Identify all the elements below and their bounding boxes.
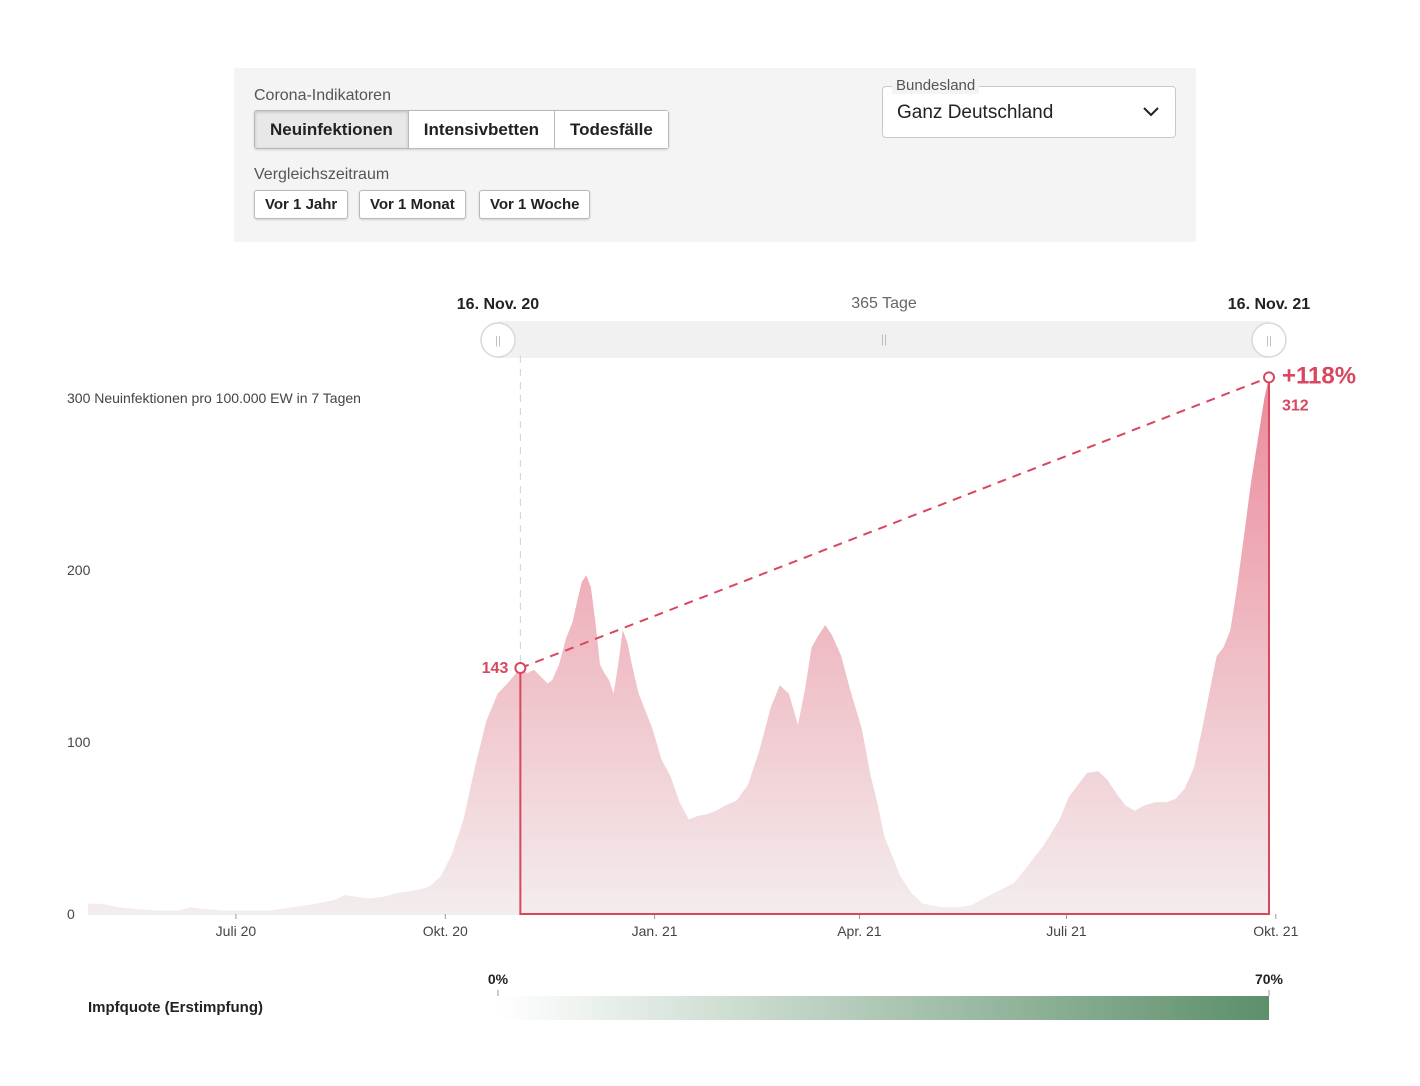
y-axis-title: 300 Neuinfektionen pro 100.000 EW in 7 T… [67,390,361,406]
svg-text:||: || [495,335,501,347]
period-button-1-year[interactable]: Vor 1 Jahr [254,190,349,219]
indicator-button-todesfaelle[interactable]: Todesfälle [555,111,668,148]
x-tick-label: Okt. 21 [1253,923,1298,939]
range-end-handle[interactable]: || [1251,322,1287,358]
indicator-toggle-group: Neuinfektionen Intensivbetten Todesfälle [254,110,669,149]
end-marker [1263,371,1275,384]
end-value-label: 312 [1282,397,1309,414]
range-duration-label: 365 Tage [851,295,917,312]
x-tick-label: Apr. 21 [837,923,882,939]
control-panel: Corona-Indikatoren Neuinfektionen Intens… [234,68,1196,242]
period-button-1-month[interactable]: Vor 1 Monat [359,190,466,219]
change-trend-line [519,376,1270,669]
vacc-end-label: 70% [1255,971,1284,987]
selected-range-outline [519,377,1270,915]
x-tick-label: Okt. 20 [423,923,468,939]
indicators-label: Corona-Indikatoren [254,87,391,104]
range-drag-grip[interactable]: || [881,332,887,346]
indicator-button-neuinfektionen[interactable]: Neuinfektionen [255,111,409,148]
y-axis: 0 100 200 [67,562,91,922]
x-tick-label: Juli 21 [1046,923,1087,939]
range-start-label: 16. Nov. 20 [457,296,540,313]
start-marker [514,662,527,675]
start-value-label: 143 [482,660,509,677]
vaccination-gradient-bar [498,996,1269,1020]
change-percent-label: +118% [1282,362,1356,389]
y-tick-label: 200 [67,562,91,578]
vacc-start-label: 0% [488,971,509,987]
indicator-button-intensivbetten[interactable]: Intensivbetten [408,111,556,148]
state-select-value: Ganz Deutschland [897,102,1054,123]
chevron-down-icon [1143,107,1159,117]
period-button-1-week[interactable]: Vor 1 Woche [479,190,591,219]
x-tick-label: Juli 20 [216,923,257,939]
period-label: Vergleichszeitraum [254,166,390,183]
vacc-label: Impfquote (Erstimpfung) [88,999,263,1016]
state-select[interactable]: Bundesland Ganz Deutschland [882,77,1176,138]
svg-text:||: || [1266,335,1272,347]
y-tick-label: 100 [67,734,91,750]
incidence-area [88,377,1269,914]
state-select-label: Bundesland [892,77,980,94]
range-track[interactable] [498,321,1269,358]
range-start-handle[interactable]: || [480,322,516,358]
y-tick-label: 0 [67,906,75,922]
range-end-label: 16. Nov. 21 [1228,296,1311,313]
x-tick-label: Jan. 21 [632,923,678,939]
x-axis: Juli 20 Okt. 20 Jan. 21 Apr. 21 Juli 21 Okt. … [88,913,1299,939]
